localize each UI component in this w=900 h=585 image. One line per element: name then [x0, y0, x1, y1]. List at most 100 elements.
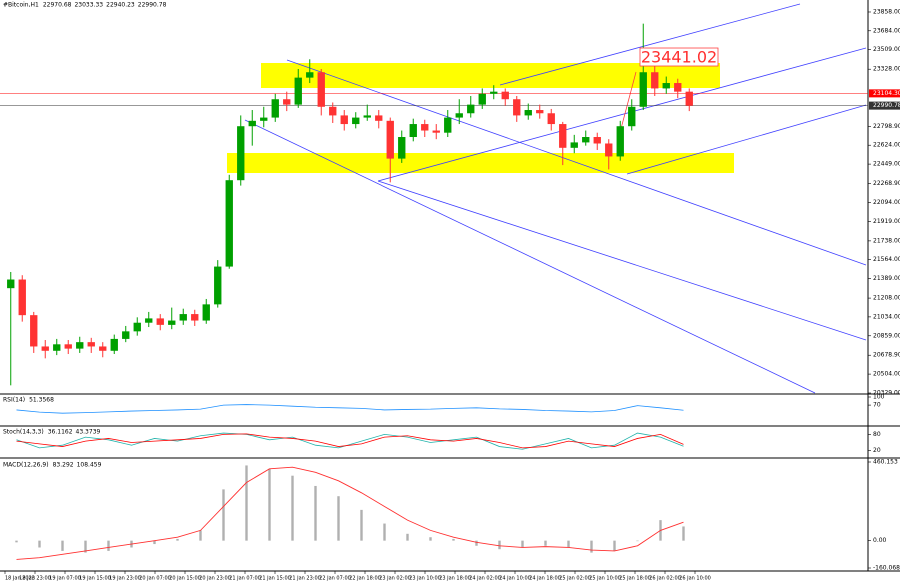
header-value: 108.459: [77, 462, 102, 469]
x-tick-label: 26 Jan 10:00: [679, 576, 711, 582]
x-tick-label: 20 Jan 07:00: [139, 576, 171, 582]
candle-body: [455, 113, 463, 118]
macd-bar: [107, 540, 110, 551]
candle-body: [145, 318, 153, 323]
header-value: 22940.23: [106, 2, 135, 9]
macd-signal: [16, 466, 684, 560]
candle-body: [110, 338, 118, 351]
candle-body: [30, 315, 38, 347]
candle-body: [605, 143, 613, 157]
candle-body: [363, 115, 371, 118]
candle-body: [260, 117, 268, 121]
header-value: 83.292: [53, 462, 74, 469]
candle-body: [294, 77, 302, 105]
macd-bar: [222, 489, 225, 541]
y-tick-label: 21919.00: [873, 218, 900, 225]
candle-body: [639, 72, 647, 107]
header-value: 36.1162: [48, 429, 73, 436]
candle-body: [283, 99, 291, 105]
x-tick-label: 22 Jan 18:00: [349, 576, 381, 582]
candle-body: [628, 106, 636, 127]
x-tick-label: 24 Jan 10:00: [499, 576, 531, 582]
channel-line: [626, 104, 867, 175]
macd-bar: [429, 537, 432, 541]
candle-body: [570, 142, 578, 148]
candle-body: [53, 344, 61, 351]
y-tick-label: 22624.00: [873, 142, 900, 149]
pane-title: RSI(14): [3, 397, 25, 404]
header-value: 23033.33: [74, 2, 103, 9]
candle-body: [524, 110, 532, 116]
candle-body: [168, 320, 176, 325]
macd-bar: [521, 540, 524, 548]
candle-body: [248, 120, 256, 127]
candle-body: [421, 124, 429, 131]
y-tick-label: 80: [873, 431, 881, 438]
header-value: 43.3739: [76, 429, 101, 436]
candle-body: [432, 130, 440, 133]
candle-body: [467, 104, 475, 114]
x-tick-label: 18 Jan 23:00: [19, 576, 51, 582]
x-tick-label: 20 Jan 15:00: [169, 576, 201, 582]
annotation: 23441.02: [641, 48, 717, 67]
y-tick-label: 23858.00: [873, 8, 900, 15]
y-tick-label: 23328.00: [873, 66, 900, 73]
y-tick-label: 22268.90: [873, 180, 900, 187]
x-tick-label: 21 Jan 07:00: [229, 576, 261, 582]
candle-body: [237, 126, 245, 181]
price-tag-label: 22990.78: [873, 102, 900, 109]
y-tick-label: 21389.00: [873, 275, 900, 282]
candle-body: [18, 279, 26, 316]
candle-body: [478, 93, 486, 105]
header-value: 22970.68: [43, 2, 72, 9]
x-tick-label: 23 Jan 18:00: [439, 576, 471, 582]
macd-bar: [61, 540, 64, 551]
y-tick-label: 20329.00: [873, 390, 900, 397]
candle-body: [340, 115, 348, 125]
y-tick-label: 21738.00: [873, 237, 900, 244]
candle-body: [559, 124, 567, 148]
y-tick-label: 23509.00: [873, 46, 900, 53]
candle-body: [501, 91, 509, 100]
y-tick-label: 70: [873, 402, 881, 409]
x-tick-label: 24 Jan 02:00: [469, 576, 501, 582]
y-tick-label: 20678.90: [873, 352, 900, 359]
y-tick-label: 21564.00: [873, 256, 900, 263]
candle-body: [547, 113, 555, 125]
macd-bar: [153, 540, 156, 545]
candle-body: [179, 314, 187, 321]
candle-body: [409, 124, 417, 138]
y-tick-label: 20859.00: [873, 332, 900, 339]
candle-body: [225, 180, 233, 267]
y-tick-label: 20: [873, 447, 881, 454]
candle-body: [87, 342, 95, 347]
x-tick-label: 19 Jan 15:00: [79, 576, 111, 582]
macd-bar: [567, 540, 570, 548]
x-tick-label: 24 Jan 18:00: [529, 576, 561, 582]
macd-bar: [15, 540, 18, 543]
candle-body: [685, 91, 693, 106]
y-tick-label: 100: [873, 394, 885, 401]
macd-bar: [245, 465, 248, 541]
macd-bar: [38, 540, 41, 548]
candle-body: [490, 91, 498, 94]
y-tick-label: 22798.90: [873, 123, 900, 130]
candle-body: [536, 110, 544, 114]
channel-line: [377, 180, 867, 341]
y-tick-label: 21034.00: [873, 313, 900, 320]
x-tick-label: 22 Jan 07:00: [319, 576, 351, 582]
candle-body: [214, 266, 222, 305]
channel-line: [286, 59, 867, 266]
candle-body: [662, 83, 670, 89]
macd-bar: [268, 468, 271, 541]
macd-bar: [498, 540, 501, 550]
candle-body: [317, 72, 325, 107]
x-tick-label: 20 Jan 23:00: [199, 576, 231, 582]
support-zone: [227, 153, 734, 173]
pane-title: Stoch(14,3,3): [3, 429, 44, 436]
pane-title: #Bitcoin,H1: [3, 2, 39, 9]
y-tick-label: -160.068: [873, 565, 900, 572]
candle-body: [616, 126, 624, 157]
